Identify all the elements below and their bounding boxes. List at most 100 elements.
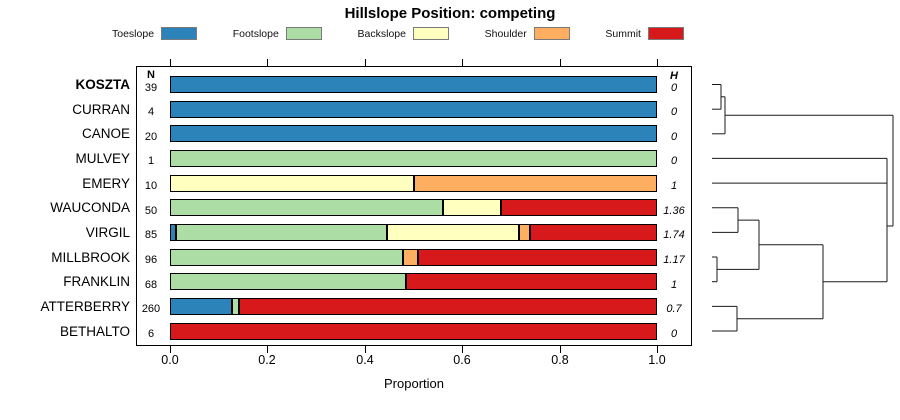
n-value: 6 (147, 328, 155, 340)
bar-segment-footslope (170, 149, 657, 167)
legend-item-summit: Summit (605, 27, 684, 40)
series-label-emery: EMERY (82, 175, 130, 191)
series-label-millbrook: MILLBROOK (51, 249, 130, 265)
stacked-bar-mulvey (170, 149, 657, 167)
legend-label: Shoulder (484, 27, 527, 40)
bar-segment-backslope (170, 174, 414, 192)
bar-segment-summit (239, 297, 657, 315)
x-tick-label: 0.0 (161, 353, 179, 367)
bar-segment-toeslope (170, 76, 657, 93)
bar-segment-summit (530, 223, 657, 241)
stacked-bar-curran (170, 100, 657, 118)
h-value: 0 (670, 106, 678, 119)
h-value: 0.7 (666, 303, 682, 316)
bar-segment-footslope (176, 223, 387, 241)
x-axis-label: Proportion (384, 376, 444, 391)
stacked-bar-franklin (170, 273, 657, 291)
top-axis-tick (170, 59, 171, 66)
legend-swatch (412, 27, 449, 40)
legend-item-footslope: Footslope (233, 27, 322, 40)
series-label-bethalto: BETHALTO (59, 323, 130, 339)
top-axis-tick (267, 59, 268, 66)
bar-segment-footslope (232, 297, 239, 315)
bar-segment-summit (418, 248, 657, 266)
h-value: 1.74 (663, 229, 685, 242)
series-label-wauconda: WAUCONDA (50, 200, 130, 216)
x-tick-label: 0.6 (453, 353, 471, 367)
bar-segment-shoulder (414, 174, 657, 192)
bottom-axis-tick (170, 346, 171, 353)
x-tick-label: 0.4 (356, 353, 374, 367)
bar-segment-shoulder (403, 248, 418, 266)
x-tick-label: 0.2 (258, 353, 276, 367)
n-value: 10 (144, 180, 158, 193)
n-value: 50 (144, 204, 158, 217)
h-value: 1.36 (663, 204, 685, 217)
bar-segment-summit (501, 199, 657, 217)
bar-segment-footslope (170, 273, 406, 291)
h-column-header: H (670, 70, 678, 82)
bottom-axis-tick (365, 346, 366, 353)
legend-swatch (285, 27, 322, 40)
legend: Toeslope Footslope Backslope Shoulder Summit (112, 26, 684, 41)
legend-item-backslope: Backslope (358, 27, 449, 40)
stacked-bar-bethalto (170, 322, 657, 340)
x-tick-label: 0.8 (551, 353, 569, 367)
top-axis-tick (462, 59, 463, 66)
series-label-atterberry: ATTERBERRY (40, 298, 130, 314)
bottom-axis-tick (657, 346, 658, 353)
bar-segment-shoulder (519, 223, 530, 241)
n-value: 96 (144, 254, 158, 267)
n-value: 20 (144, 130, 158, 143)
chart-title: Hillslope Position: competing (344, 5, 556, 22)
n-value: 39 (144, 81, 158, 94)
bottom-axis-tick (560, 346, 561, 353)
legend-item-toeslope: Toeslope (112, 27, 198, 40)
h-value: 0 (670, 130, 678, 143)
series-label-koszta: KOSZTA (75, 77, 131, 92)
n-value: 85 (144, 229, 158, 242)
stacked-bar-canoe (170, 125, 657, 143)
h-value: 0 (670, 328, 678, 340)
h-value: 0 (670, 81, 678, 94)
h-value: 0 (670, 155, 678, 168)
series-label-canoe: CANOE (81, 126, 130, 142)
legend-label: Footslope (232, 27, 279, 40)
bar-segment-toeslope (170, 100, 657, 118)
x-tick-label: 1.0 (648, 353, 666, 367)
bar-segment-backslope (387, 223, 519, 241)
series-label-mulvey: MULVEY (75, 150, 130, 166)
h-value: 1 (670, 180, 678, 193)
bar-segment-summit (170, 322, 657, 340)
series-label-franklin: FRANKLIN (63, 274, 130, 290)
stacked-bar-millbrook (170, 248, 657, 266)
legend-label: Backslope (357, 27, 406, 40)
legend-label: Toeslope (112, 27, 155, 40)
stacked-bar-emery (170, 174, 657, 192)
h-value: 1 (670, 278, 678, 291)
bar-segment-footslope (170, 248, 403, 266)
n-value: 260 (141, 303, 161, 316)
h-value: 1.17 (663, 254, 685, 267)
top-axis-tick (560, 59, 561, 66)
stacked-bar-virgil (170, 223, 657, 241)
n-value: 4 (147, 106, 155, 119)
series-label-virgil: VIRGIL (85, 224, 130, 240)
bar-segment-summit (406, 273, 657, 291)
bar-segment-toeslope (170, 125, 657, 143)
n-value: 1 (147, 155, 155, 168)
plot-area-border (136, 66, 692, 346)
bar-segment-toeslope (170, 223, 176, 241)
top-axis-tick (657, 59, 658, 66)
n-value: 68 (144, 278, 158, 291)
top-axis-tick (365, 59, 366, 66)
n-column-header: N (147, 69, 155, 81)
bottom-axis-tick (267, 346, 268, 353)
stacked-bar-wauconda (170, 199, 657, 217)
stacked-bar-koszta (170, 76, 657, 93)
bar-segment-toeslope (170, 297, 232, 315)
bar-segment-backslope (443, 199, 501, 217)
legend-label: Summit (605, 27, 641, 40)
bar-segment-footslope (170, 199, 443, 217)
